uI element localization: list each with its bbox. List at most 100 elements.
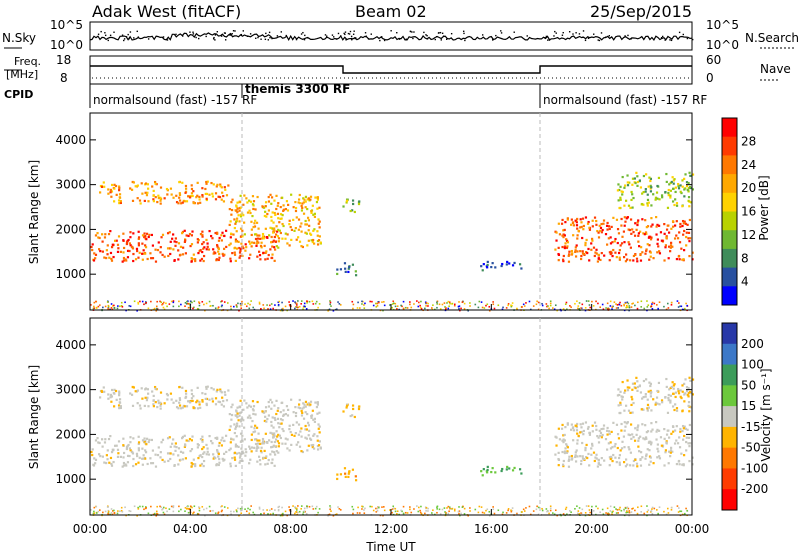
power-point	[110, 190, 114, 193]
power-point	[178, 305, 180, 308]
velocity-point	[501, 513, 504, 516]
noise-search-point	[390, 30, 392, 32]
velocity-point	[183, 405, 186, 408]
velocity-point	[241, 434, 244, 437]
velocity-point	[250, 446, 254, 449]
velocity-point	[347, 472, 350, 475]
power-point	[507, 303, 510, 305]
velocity-point	[206, 450, 209, 453]
velocity-point	[376, 507, 379, 510]
power-point	[212, 183, 215, 186]
velocity-point	[612, 510, 614, 513]
noise-search-point	[166, 39, 169, 41]
noise-search-point	[260, 38, 262, 40]
power-point	[245, 246, 248, 249]
power-point	[114, 184, 118, 188]
power-point	[266, 257, 269, 260]
power-point	[191, 258, 194, 261]
noise-search-point	[593, 33, 595, 35]
velocity-point	[96, 437, 99, 440]
velocity-point	[562, 513, 565, 515]
power-point	[275, 225, 278, 228]
velocity-point	[201, 505, 204, 508]
power-point	[282, 209, 285, 212]
power-point	[188, 232, 192, 236]
power-point	[631, 183, 634, 186]
power-point	[171, 237, 174, 240]
power-point	[635, 228, 638, 231]
velocity-point	[635, 433, 638, 436]
noise-search-point	[561, 34, 564, 36]
velocity-point	[159, 407, 162, 410]
power-point	[625, 253, 628, 256]
velocity-point	[137, 449, 141, 452]
velocity-point	[318, 508, 321, 510]
power-point	[97, 236, 100, 239]
velocity-point	[581, 455, 584, 458]
velocity-point	[537, 513, 540, 516]
power-point	[277, 301, 280, 304]
velocity-point	[634, 427, 637, 430]
velocity-point	[151, 462, 155, 465]
velocity-point	[639, 435, 642, 438]
velocity-point	[191, 435, 194, 438]
velocity-point	[684, 378, 687, 381]
velocity-point	[638, 384, 642, 387]
power-point	[624, 260, 628, 263]
power-point	[284, 232, 287, 235]
power-point	[271, 240, 274, 244]
velocity-point	[596, 434, 599, 438]
velocity-point	[229, 462, 232, 465]
velocity-point	[117, 404, 121, 407]
power-point	[181, 230, 185, 234]
power-point	[607, 225, 611, 228]
velocity-point	[137, 461, 140, 464]
power-point	[427, 305, 429, 307]
velocity-point	[154, 465, 158, 468]
noise-search-point	[220, 35, 223, 37]
power-point	[649, 184, 652, 187]
power-point	[316, 207, 319, 210]
power-point	[619, 301, 621, 304]
power-point	[220, 300, 222, 303]
velocity-point	[649, 456, 652, 459]
velocity-point	[286, 438, 289, 441]
velocity-point	[249, 458, 252, 461]
power-point	[126, 239, 129, 243]
power-point	[192, 190, 195, 193]
velocity-point	[638, 450, 641, 453]
power-point	[185, 200, 189, 203]
velocity-point	[92, 464, 96, 467]
power-point	[241, 300, 243, 303]
velocity-point	[448, 506, 451, 509]
power-point	[557, 252, 560, 256]
power-point	[578, 302, 581, 304]
velocity-point	[502, 511, 504, 514]
velocity-point	[632, 459, 636, 463]
velocity-point	[311, 409, 314, 412]
velocity-point	[277, 433, 280, 437]
nave-tick-top: 60	[706, 53, 721, 67]
power-point	[254, 237, 258, 241]
velocity-point	[588, 464, 591, 467]
velocity-point	[274, 418, 277, 422]
velocity-point	[294, 411, 298, 415]
power-point	[110, 257, 113, 261]
velocity-point	[125, 446, 129, 449]
velocity-point	[264, 415, 267, 418]
velocity-point	[266, 462, 269, 465]
noise-search-point	[670, 39, 673, 42]
power-point	[599, 306, 602, 309]
velocity-point	[666, 411, 670, 414]
power-point	[673, 203, 676, 207]
velocity-point	[295, 443, 298, 446]
velocity-point	[371, 505, 373, 508]
velocity-point	[645, 431, 648, 434]
velocity-point	[436, 511, 438, 514]
power-point	[650, 204, 653, 207]
velocity-point	[557, 464, 560, 467]
velocity-point	[143, 404, 146, 408]
velocity-point	[228, 448, 231, 452]
velocity-point	[220, 505, 222, 508]
power-point	[485, 304, 487, 307]
